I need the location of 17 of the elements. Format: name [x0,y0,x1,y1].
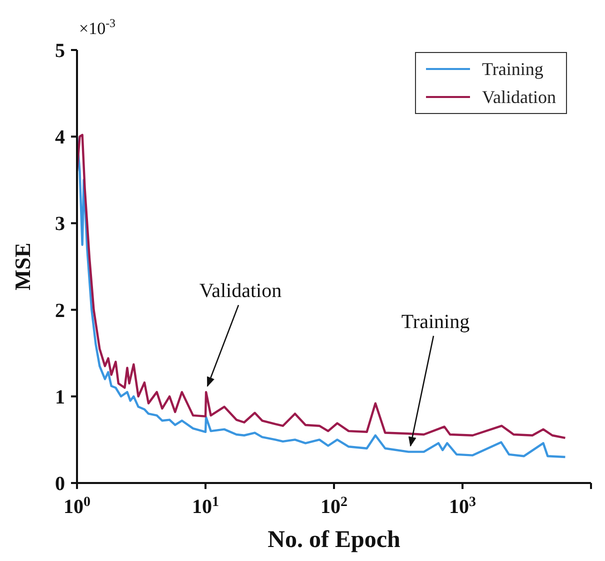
y-tick-label: 1 [55,386,65,408]
y-tick-label: 5 [55,40,65,62]
x-axis-title: No. of Epoch [268,527,400,553]
x-tick-label: 10$^{0}$ [64,494,90,518]
y-axis-title: MSE [10,242,35,290]
x-tick-label: 10$^{3}$ [449,494,476,518]
annotation: Training [401,310,470,333]
y-tick-label: 0 [55,473,65,495]
x-tick-label: 10$^{2}$ [320,494,348,518]
legend-label: Validation [482,86,556,109]
text: ×10$^{-3}$ [79,16,116,38]
x-tick-label: 10$^{1}$ [192,494,219,518]
annotation: Validation [199,280,282,302]
legend-label: Training [482,58,544,81]
y-tick-label: 4 [55,126,65,149]
y-tick-label: 3 [55,213,65,236]
y-tick-label: 2 [55,300,65,322]
